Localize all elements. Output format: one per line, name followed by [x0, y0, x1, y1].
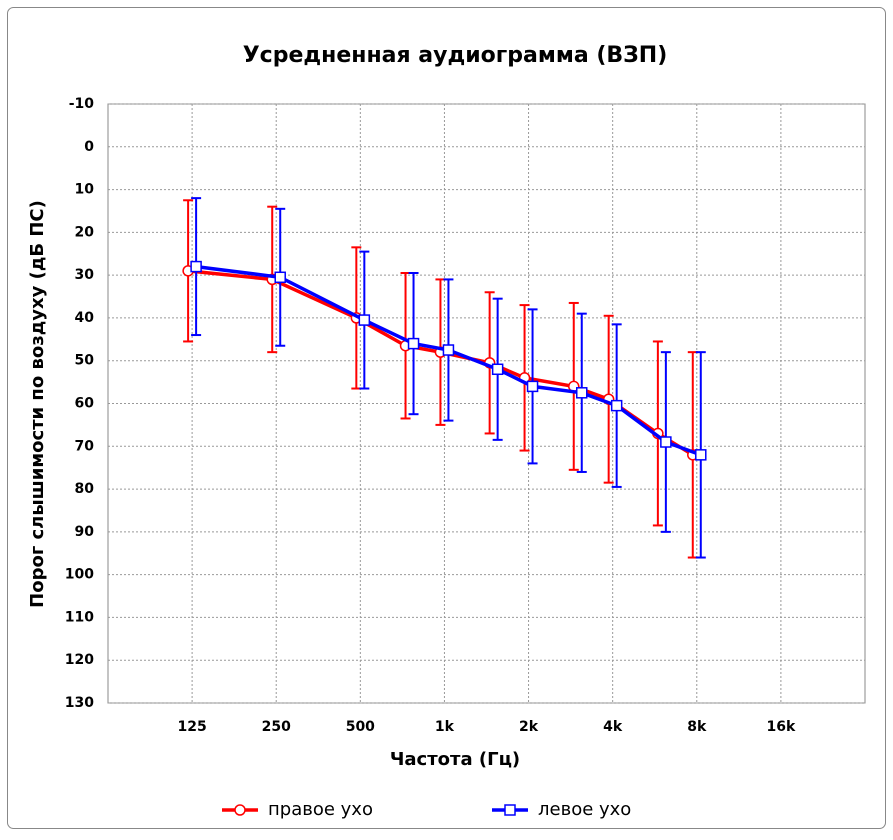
marker — [358, 314, 371, 326]
y-axis-label: Порог слышимости по воздуху (дБ ПС) — [27, 200, 48, 608]
y-tick-label: 70 — [75, 438, 95, 454]
y-tick-label: 0 — [84, 139, 94, 155]
y-tick-label: 50 — [75, 353, 95, 369]
y-tick-label: 100 — [65, 567, 94, 583]
y-tick-label: 10 — [75, 182, 95, 198]
marker — [660, 436, 672, 448]
legend-label: левое ухо — [538, 799, 631, 820]
marker — [407, 337, 420, 350]
y-tick-label: -10 — [69, 96, 95, 112]
legend-marker — [234, 804, 246, 816]
y-tick-label: 40 — [75, 310, 95, 326]
x-tick-label: 8k — [687, 719, 707, 735]
y-tick-label: 130 — [65, 695, 94, 711]
y-tick-label: 20 — [75, 224, 95, 240]
x-tick-label: 125 — [177, 719, 206, 735]
legend-marker — [504, 804, 516, 816]
legend-label: правое ухо — [268, 799, 373, 820]
marker — [190, 260, 202, 273]
chart-title: Усредненная аудиограмма (ВЗП) — [243, 43, 668, 68]
marker — [695, 449, 707, 461]
y-tick-label: 90 — [75, 524, 95, 540]
marker — [526, 380, 539, 393]
x-axis-label: Частота (Гц) — [390, 749, 520, 770]
x-tick-label: 2k — [519, 719, 539, 735]
x-tick-label: 1k — [435, 719, 455, 735]
series — [190, 197, 707, 559]
y-tick-label: 110 — [65, 609, 94, 625]
marker — [491, 363, 504, 376]
x-tick-label: 500 — [346, 719, 375, 735]
y-tick-label: 60 — [75, 396, 95, 412]
y-tick-label: 80 — [75, 481, 95, 497]
y-tick-label: 120 — [65, 652, 94, 668]
x-tick-label: 16k — [766, 719, 795, 735]
marker — [576, 387, 588, 399]
marker — [442, 344, 455, 356]
marker — [274, 271, 286, 284]
plot-area — [107, 103, 866, 704]
y-tick-label: 30 — [75, 267, 95, 283]
x-tick-label: 4k — [603, 719, 623, 735]
x-tick-label: 250 — [262, 719, 291, 735]
marker — [610, 399, 623, 412]
